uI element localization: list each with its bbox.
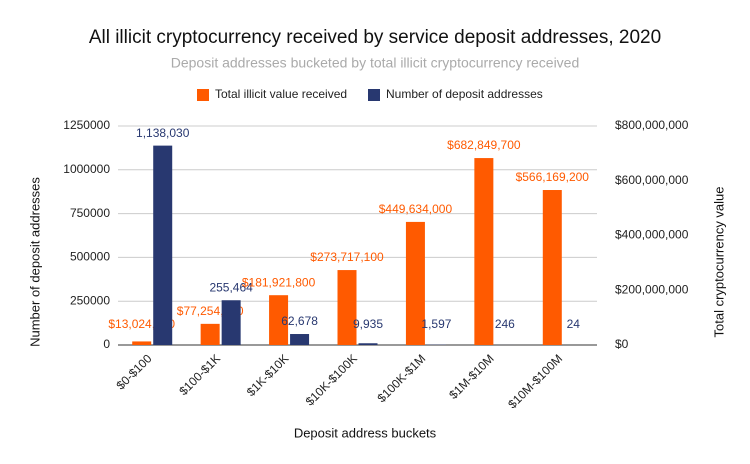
chart-title: All illicit cryptocurrency received by s… [89, 27, 661, 48]
y-tick-label: 1000000 [63, 162, 110, 176]
value-label: $682,849,700 [447, 138, 521, 152]
y-tick-label: 1250000 [63, 118, 110, 132]
legend-label: Number of deposit addresses [386, 87, 543, 101]
bar [132, 341, 152, 345]
value-label: $273,717,100 [310, 250, 384, 264]
bar [358, 343, 378, 345]
bar [337, 270, 357, 345]
y2-tick-label: $0 [615, 337, 629, 351]
bar [474, 158, 494, 345]
y-tick-label: 750000 [70, 206, 110, 220]
x-axis-title: Deposit address buckets [294, 425, 437, 440]
y2-tick-label: $400,000,000 [615, 228, 689, 242]
bar [290, 334, 310, 345]
value-label: 24 [567, 317, 581, 331]
value-label: $566,169,200 [516, 170, 590, 184]
y2-tick-label: $800,000,000 [615, 118, 689, 132]
y2-axis-title: Total cryptocurrency value [711, 186, 726, 337]
bar [542, 190, 562, 345]
bar [153, 145, 173, 345]
y-tick-label: 250000 [70, 293, 110, 307]
legend-swatch [197, 89, 209, 101]
value-label: 62,678 [281, 314, 318, 328]
legend-swatch [368, 89, 380, 101]
value-label: $449,634,000 [379, 202, 453, 216]
bar [221, 300, 241, 345]
value-label: 1,138,030 [136, 126, 190, 140]
y-tick-label: 0 [103, 337, 110, 351]
legend-label: Total illicit value received [215, 87, 347, 101]
y2-tick-label: $600,000,000 [615, 173, 689, 187]
value-label: 255,464 [209, 280, 253, 294]
value-label: 9,935 [353, 317, 383, 331]
y2-tick-label: $200,000,000 [615, 282, 689, 296]
y-tick-label: 500000 [70, 250, 110, 264]
value-label: 246 [495, 317, 515, 331]
bar [405, 221, 425, 345]
y-axis-title: Number of deposit addresses [27, 177, 42, 347]
chart-subtitle: Deposit addresses bucketed by total illi… [171, 55, 580, 71]
value-label: 1,597 [421, 317, 451, 331]
bar [200, 323, 220, 345]
value-label: $181,921,800 [242, 275, 316, 289]
bar [269, 295, 289, 345]
